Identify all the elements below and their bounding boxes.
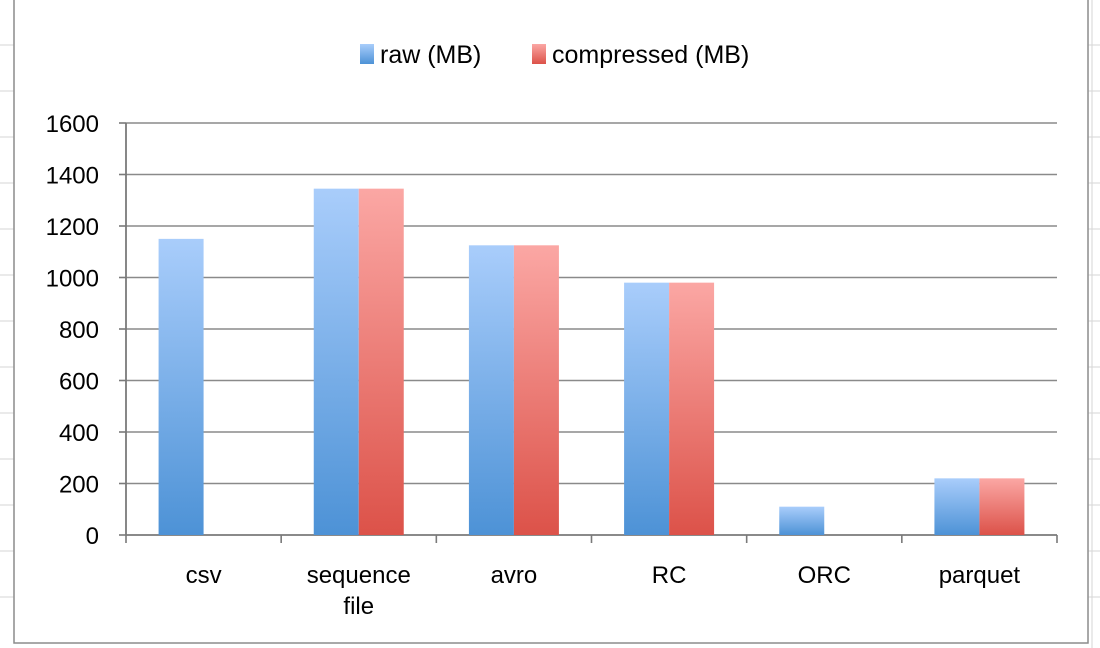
x-tick-label: parquet [939,562,1021,589]
bar-compressed-avro [513,245,559,535]
x-tick-label: sequence file [307,562,411,620]
bar-raw-orc [779,506,825,535]
bar-compressed-rc [669,282,715,535]
y-tick-label: 1600 [46,111,99,138]
y-axis-tick-labels: 0 200 400 600 800 1000 1200 1400 1600 [46,111,99,550]
y-tick-label: 800 [59,317,99,344]
legend-label-compressed: compressed (MB) [552,41,749,69]
axes [119,122,1058,543]
y-tick-label: 400 [59,420,99,447]
legend-label-raw: raw (MB) [380,41,481,69]
y-tick-label: 0 [86,523,99,550]
y-tick-label: 600 [59,369,99,396]
gridlines [126,122,1057,485]
x-tick-label: csv [186,562,222,589]
bar-compressed-parquet [979,478,1025,535]
y-tick-label: 200 [59,472,99,499]
x-tick-label: ORC [798,562,851,589]
bar-compressed-sequence-file [358,188,404,535]
x-tick-label: avro [491,562,538,589]
bar-raw-avro [468,245,514,535]
x-tick-label: RC [652,562,687,589]
bar-raw-csv [158,238,204,535]
legend-swatch-raw [360,44,374,64]
x-axis-tick-labels: csv sequence file avro RC ORC parquet [186,562,1021,620]
y-tick-label: 1400 [46,163,99,190]
bar-raw-sequence-file [313,188,359,535]
bars [158,188,1025,535]
legend-swatch-compressed [532,44,546,64]
bar-raw-rc [624,282,670,535]
y-tick-label: 1000 [46,266,99,293]
legend: raw (MB) compressed (MB) [360,41,749,69]
y-tick-label: 1200 [46,214,99,241]
bar-raw-parquet [934,478,980,535]
